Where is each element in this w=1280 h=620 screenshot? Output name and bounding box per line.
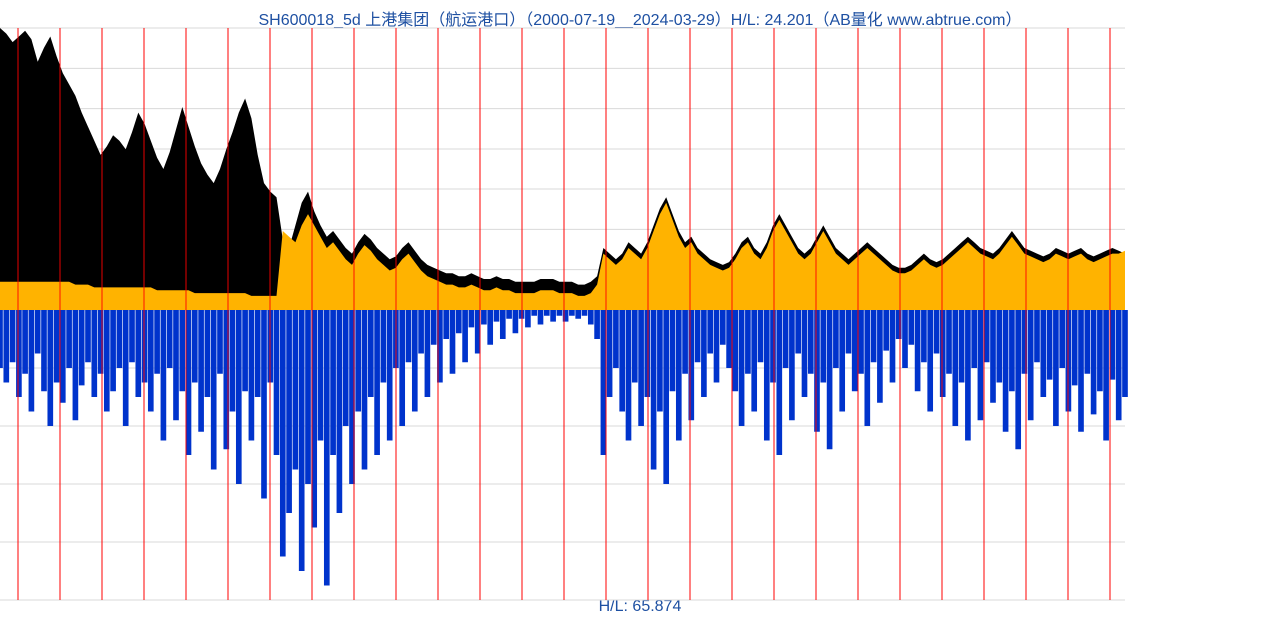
price-volume-chart (0, 0, 1280, 620)
blue-volume-series (0, 310, 1125, 586)
